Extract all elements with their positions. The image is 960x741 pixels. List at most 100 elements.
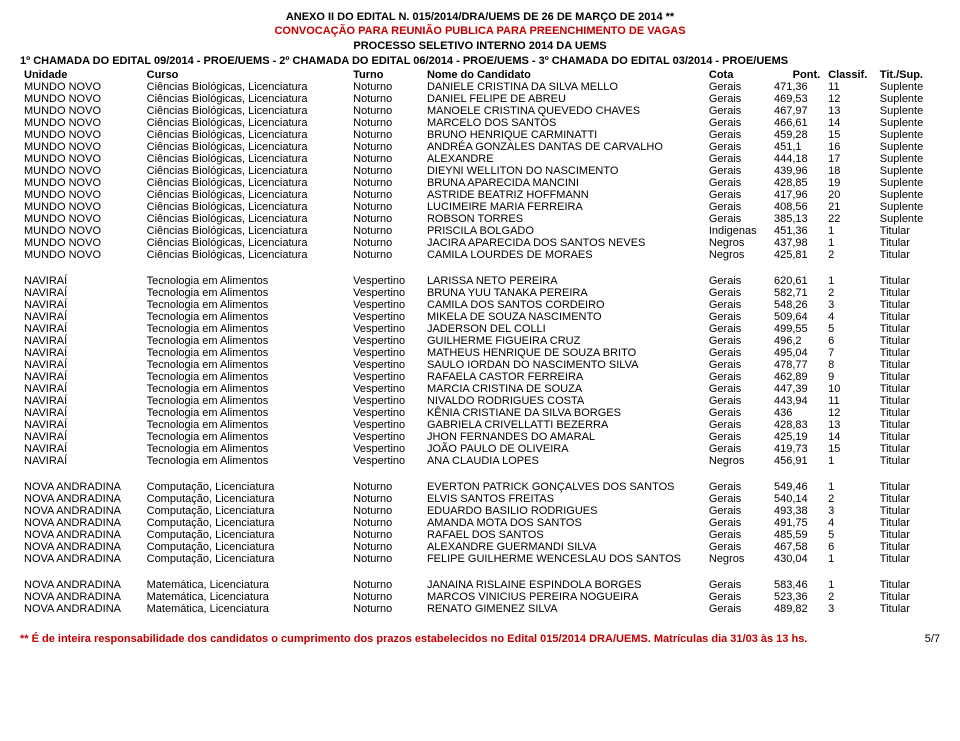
cell-nome: GABRIELA CRIVELLATTI BEZERRA (423, 419, 705, 431)
cell-tit: Suplente (876, 165, 940, 177)
cell-turno: Noturno (349, 603, 423, 615)
cell-cota: Gerais (705, 93, 770, 105)
cell-curso: Computação, Licenciatura (143, 541, 350, 553)
cell-cota: Gerais (705, 81, 770, 93)
cell-classif: 12 (824, 407, 876, 419)
cell-turno: Vespertino (349, 299, 423, 311)
cell-pont: 496,2 (770, 335, 824, 347)
cell-nome: SAULO IORDAN DO NASCIMENTO SILVA (423, 359, 705, 371)
cell-cota: Negros (705, 237, 770, 249)
cell-unidade: NOVA ANDRADINA (20, 591, 143, 603)
cell-unidade: NOVA ANDRADINA (20, 481, 143, 493)
cell-nome: NIVALDO RODRIGUES COSTA (423, 395, 705, 407)
cell-classif: 17 (824, 153, 876, 165)
cell-nome: ALEXANDRE GUERMANDI SILVA (423, 541, 705, 553)
cell-cota: Gerais (705, 105, 770, 117)
table-row: NOVA ANDRADINAComputação, LicenciaturaNo… (20, 493, 940, 505)
cell-pont: 523,36 (770, 591, 824, 603)
cell-classif: 3 (824, 299, 876, 311)
cell-pont: 509,64 (770, 311, 824, 323)
cell-nome: PRISCILA BOLGADO (423, 225, 705, 237)
cell-cota: Negros (705, 455, 770, 467)
table-row: MUNDO NOVOCiências Biológicas, Licenciat… (20, 249, 940, 261)
cell-classif: 1 (824, 237, 876, 249)
cell-classif: 1 (824, 579, 876, 591)
cell-unidade: NAVIRAÍ (20, 443, 143, 455)
table-row: MUNDO NOVOCiências Biológicas, Licenciat… (20, 201, 940, 213)
cell-pont: 428,83 (770, 419, 824, 431)
cell-tit: Titular (876, 529, 940, 541)
cell-turno: Vespertino (349, 359, 423, 371)
table-row: MUNDO NOVOCiências Biológicas, Licenciat… (20, 93, 940, 105)
cell-classif: 11 (824, 81, 876, 93)
cell-tit: Titular (876, 299, 940, 311)
cell-curso: Computação, Licenciatura (143, 505, 350, 517)
cell-classif: 9 (824, 371, 876, 383)
table-row: MUNDO NOVOCiências Biológicas, Licenciat… (20, 117, 940, 129)
cell-nome: LUCIMEIRE MARIA FERREIRA (423, 201, 705, 213)
cell-nome: ASTRIDE BEATRIZ HOFFMANN (423, 189, 705, 201)
cell-nome: CAMILA DOS SANTOS CORDEIRO (423, 299, 705, 311)
cell-nome: ALEXANDRE (423, 153, 705, 165)
cell-nome: BRUNO HENRIQUE CARMINATTI (423, 129, 705, 141)
cell-nome: RAFAEL DOS SANTOS (423, 529, 705, 541)
cell-curso: Tecnologia em Alimentos (143, 299, 350, 311)
cell-tit: Titular (876, 237, 940, 249)
cell-curso: Ciências Biológicas, Licenciatura (143, 237, 350, 249)
cell-cota: Gerais (705, 153, 770, 165)
cell-nome: ELVIS SANTOS FREITAS (423, 493, 705, 505)
section-gap (20, 261, 940, 275)
cell-tit: Titular (876, 275, 940, 287)
table-row: MUNDO NOVOCiências Biológicas, Licenciat… (20, 189, 940, 201)
col-header-tit: Tit./Sup. (876, 69, 940, 81)
cell-curso: Tecnologia em Alimentos (143, 419, 350, 431)
cell-cota: Gerais (705, 213, 770, 225)
cell-tit: Titular (876, 371, 940, 383)
cell-cota: Gerais (705, 299, 770, 311)
cell-pont: 443,94 (770, 395, 824, 407)
cell-curso: Ciências Biológicas, Licenciatura (143, 141, 350, 153)
cell-curso: Computação, Licenciatura (143, 517, 350, 529)
cell-classif: 14 (824, 431, 876, 443)
cell-cota: Gerais (705, 359, 770, 371)
cell-classif: 13 (824, 419, 876, 431)
table-row: MUNDO NOVOCiências Biológicas, Licenciat… (20, 81, 940, 93)
cell-pont: 419,73 (770, 443, 824, 455)
cell-classif: 1 (824, 553, 876, 565)
cell-curso: Tecnologia em Alimentos (143, 347, 350, 359)
cell-pont: 428,85 (770, 177, 824, 189)
cell-tit: Titular (876, 359, 940, 371)
table-row: MUNDO NOVOCiências Biológicas, Licenciat… (20, 237, 940, 249)
cell-pont: 495,04 (770, 347, 824, 359)
cell-tit: Suplente (876, 201, 940, 213)
cell-unidade: NOVA ANDRADINA (20, 603, 143, 615)
cell-turno: Vespertino (349, 311, 423, 323)
cell-unidade: MUNDO NOVO (20, 249, 143, 261)
cell-unidade: NOVA ANDRADINA (20, 529, 143, 541)
cell-unidade: NOVA ANDRADINA (20, 541, 143, 553)
cell-turno: Noturno (349, 517, 423, 529)
section-gap (20, 565, 940, 579)
cell-nome: JADERSON DEL COLLI (423, 323, 705, 335)
cell-cota: Gerais (705, 481, 770, 493)
cell-turno: Noturno (349, 591, 423, 603)
cell-turno: Noturno (349, 505, 423, 517)
cell-tit: Titular (876, 493, 940, 505)
cell-pont: 467,97 (770, 105, 824, 117)
cell-unidade: NAVIRAÍ (20, 335, 143, 347)
cell-cota: Gerais (705, 407, 770, 419)
cell-classif: 2 (824, 591, 876, 603)
cell-unidade: NAVIRAÍ (20, 455, 143, 467)
table-row: NOVA ANDRADINAComputação, LicenciaturaNo… (20, 505, 940, 517)
cell-pont: 417,96 (770, 189, 824, 201)
cell-curso: Tecnologia em Alimentos (143, 395, 350, 407)
cell-cota: Gerais (705, 275, 770, 287)
cell-pont: 425,19 (770, 431, 824, 443)
cell-cota: Gerais (705, 201, 770, 213)
cell-pont: 499,55 (770, 323, 824, 335)
cell-curso: Matemática, Licenciatura (143, 591, 350, 603)
col-header-curso: Curso (143, 69, 350, 81)
document-header: ANEXO II DO EDITAL N. 015/2014/DRA/UEMS … (20, 10, 940, 53)
cell-nome: EDUARDO BASILIO RODRIGUES (423, 505, 705, 517)
cell-unidade: NAVIRAÍ (20, 431, 143, 443)
